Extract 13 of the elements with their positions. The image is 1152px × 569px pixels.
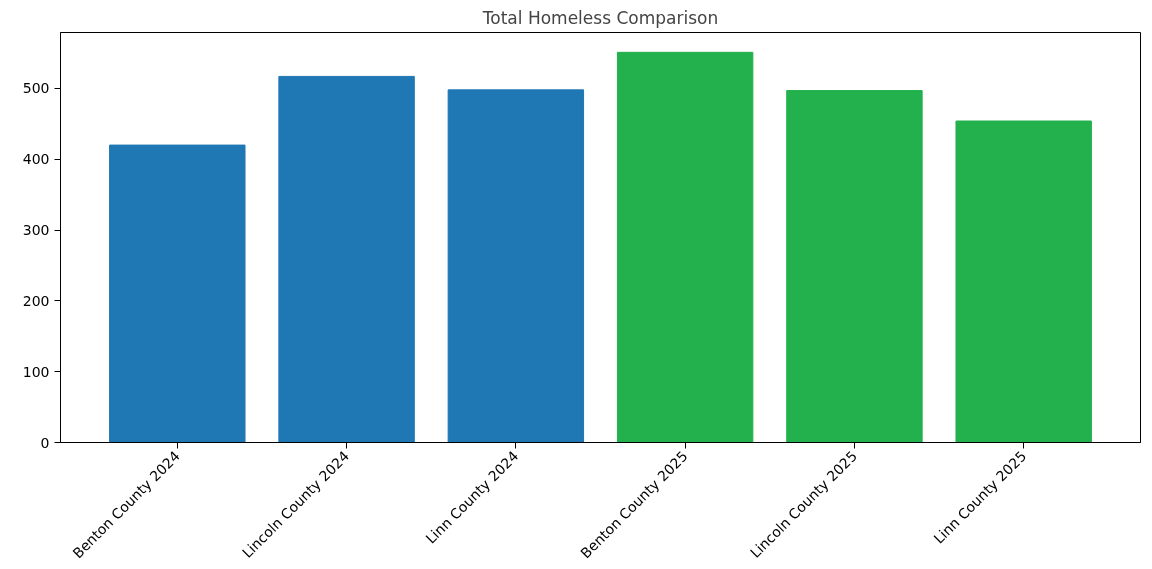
bar xyxy=(109,144,246,443)
bar xyxy=(278,75,415,443)
bar xyxy=(955,120,1092,443)
chart-title: Total Homeless Comparison xyxy=(481,7,719,28)
bar xyxy=(786,90,923,443)
y-tick-label: 500 xyxy=(22,80,50,97)
y-tick-label: 0 xyxy=(40,434,50,451)
y-tick-label: 200 xyxy=(22,292,50,309)
y-tick-label: 400 xyxy=(22,151,50,168)
y-tick-label: 300 xyxy=(22,222,50,239)
y-tick-label: 100 xyxy=(22,363,50,380)
bar xyxy=(447,89,585,443)
bar xyxy=(616,51,754,443)
